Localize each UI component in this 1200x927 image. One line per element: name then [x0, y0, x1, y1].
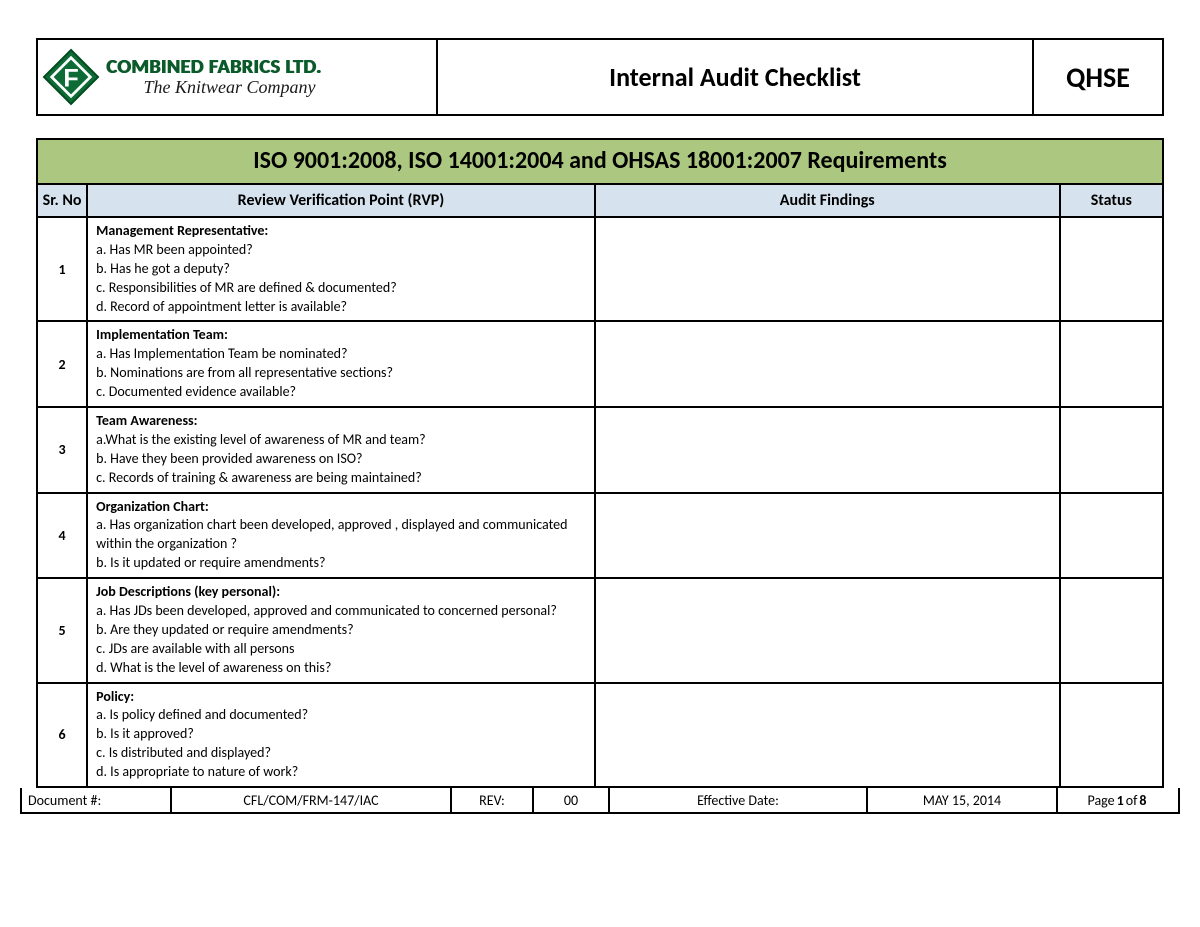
- table-row: 6Policy:a. Is policy defined and documen…: [38, 683, 1162, 786]
- rvp-title: Policy:: [96, 688, 586, 707]
- doc-title: Internal Audit Checklist: [438, 40, 1032, 114]
- rvp-line: a. Is policy defined and documented?: [96, 706, 586, 725]
- rvp-line: b. Is it approved?: [96, 725, 586, 744]
- rvp-line: d. Is appropriate to nature of work?: [96, 763, 586, 782]
- cell-sr-no: 1: [38, 217, 87, 321]
- rvp-line: b. Are they updated or require amendment…: [96, 621, 586, 640]
- rvp-line: a. Has Implementation Team be nominated?: [96, 345, 586, 364]
- footer-doc-label: Document #:: [22, 788, 172, 812]
- rvp-line: a. Has JDs been developed, approved and …: [96, 602, 586, 621]
- cell-findings: [595, 578, 1060, 682]
- cell-sr-no: 5: [38, 578, 87, 682]
- checklist-table: Sr. No Review Verification Point (RVP) A…: [38, 185, 1162, 786]
- rvp-line: a.What is the existing level of awarenes…: [96, 431, 586, 450]
- checklist-container: ISO 9001:2008, ISO 14001:2004 and OHSAS …: [36, 138, 1164, 788]
- footer-effective-date: MAY 15, 2014: [868, 788, 1058, 812]
- table-row: 5Job Descriptions (key personal):a. Has …: [38, 578, 1162, 682]
- cell-rvp: Team Awareness:a.What is the existing le…: [87, 407, 595, 493]
- footer-rev-label: REV:: [452, 788, 534, 812]
- table-header-row: Sr. No Review Verification Point (RVP) A…: [38, 185, 1162, 217]
- rvp-line: a. Has MR been appointed?: [96, 241, 586, 260]
- logo-cell: F COMBINED FABRICS LTD. The Knitwear Com…: [38, 40, 438, 114]
- cell-findings: [595, 217, 1060, 321]
- col-header-rvp: Review Verification Point (RVP): [87, 185, 595, 217]
- qhse-badge: QHSE: [1032, 40, 1162, 114]
- rvp-line: d. Record of appointment letter is avail…: [96, 298, 586, 317]
- rvp-line: c. JDs are available with all persons: [96, 640, 586, 659]
- doc-footer: Document #: CFL/COM/FRM-147/IAC REV: 00 …: [20, 788, 1180, 814]
- standards-title: ISO 9001:2008, ISO 14001:2004 and OHSAS …: [38, 140, 1162, 185]
- doc-header: F COMBINED FABRICS LTD. The Knitwear Com…: [36, 38, 1164, 116]
- rvp-line: a. Has organization chart been developed…: [96, 516, 586, 554]
- cell-findings: [595, 493, 1060, 579]
- cell-rvp: Management Representative:a. Has MR been…: [87, 217, 595, 321]
- cell-sr-no: 3: [38, 407, 87, 493]
- rvp-title: Implementation Team:: [96, 326, 586, 345]
- rvp-line: c. Responsibilities of MR are defined & …: [96, 279, 586, 298]
- rvp-line: c. Is distributed and displayed?: [96, 744, 586, 763]
- company-name: COMBINED FABRICS LTD.: [106, 57, 321, 78]
- footer-rev-number: 00: [534, 788, 610, 812]
- cell-status: [1060, 217, 1162, 321]
- cell-sr-no: 6: [38, 683, 87, 786]
- footer-doc-number: CFL/COM/FRM-147/IAC: [172, 788, 452, 812]
- company-logo-icon: F: [42, 48, 100, 106]
- cell-rvp: Job Descriptions (key personal):a. Has J…: [87, 578, 595, 682]
- cell-status: [1060, 578, 1162, 682]
- cell-findings: [595, 683, 1060, 786]
- cell-sr-no: 2: [38, 321, 87, 407]
- page-prefix: Page: [1088, 792, 1115, 809]
- cell-findings: [595, 407, 1060, 493]
- rvp-line: b. Have they been provided awareness on …: [96, 450, 586, 469]
- page-of: of: [1126, 792, 1138, 809]
- rvp-title: Team Awareness:: [96, 412, 586, 431]
- cell-sr-no: 4: [38, 493, 87, 579]
- rvp-line: c. Records of training & awareness are b…: [96, 469, 586, 488]
- rvp-line: b. Is it updated or require amendments?: [96, 554, 586, 573]
- col-header-sr: Sr. No: [38, 185, 87, 217]
- footer-page: Page 1 of 8: [1058, 788, 1178, 812]
- rvp-title: Management Representative:: [96, 222, 586, 241]
- rvp-line: b. Nominations are from all representati…: [96, 364, 586, 383]
- table-row: 2Implementation Team:a. Has Implementati…: [38, 321, 1162, 407]
- table-row: 1Management Representative:a. Has MR bee…: [38, 217, 1162, 321]
- cell-rvp: Organization Chart:a. Has organization c…: [87, 493, 595, 579]
- rvp-line: c. Documented evidence available?: [96, 383, 586, 402]
- footer-effective-label: Effective Date:: [610, 788, 868, 812]
- cell-rvp: Policy:a. Is policy defined and document…: [87, 683, 595, 786]
- svg-text:F: F: [63, 65, 78, 93]
- cell-rvp: Implementation Team:a. Has Implementatio…: [87, 321, 595, 407]
- cell-findings: [595, 321, 1060, 407]
- table-row: 4Organization Chart:a. Has organization …: [38, 493, 1162, 579]
- col-header-findings: Audit Findings: [595, 185, 1060, 217]
- rvp-title: Job Descriptions (key personal):: [96, 583, 586, 602]
- rvp-line: d. What is the level of awareness on thi…: [96, 659, 586, 678]
- cell-status: [1060, 493, 1162, 579]
- col-header-status: Status: [1060, 185, 1162, 217]
- page-total: 8: [1139, 792, 1146, 809]
- cell-status: [1060, 407, 1162, 493]
- logo-text: COMBINED FABRICS LTD. The Knitwear Compa…: [106, 57, 321, 97]
- table-row: 3Team Awareness:a.What is the existing l…: [38, 407, 1162, 493]
- rvp-line: b. Has he got a deputy?: [96, 260, 586, 279]
- cell-status: [1060, 321, 1162, 407]
- cell-status: [1060, 683, 1162, 786]
- page-current: 1: [1117, 792, 1124, 809]
- rvp-title: Organization Chart:: [96, 498, 586, 517]
- company-tagline: The Knitwear Company: [106, 78, 321, 97]
